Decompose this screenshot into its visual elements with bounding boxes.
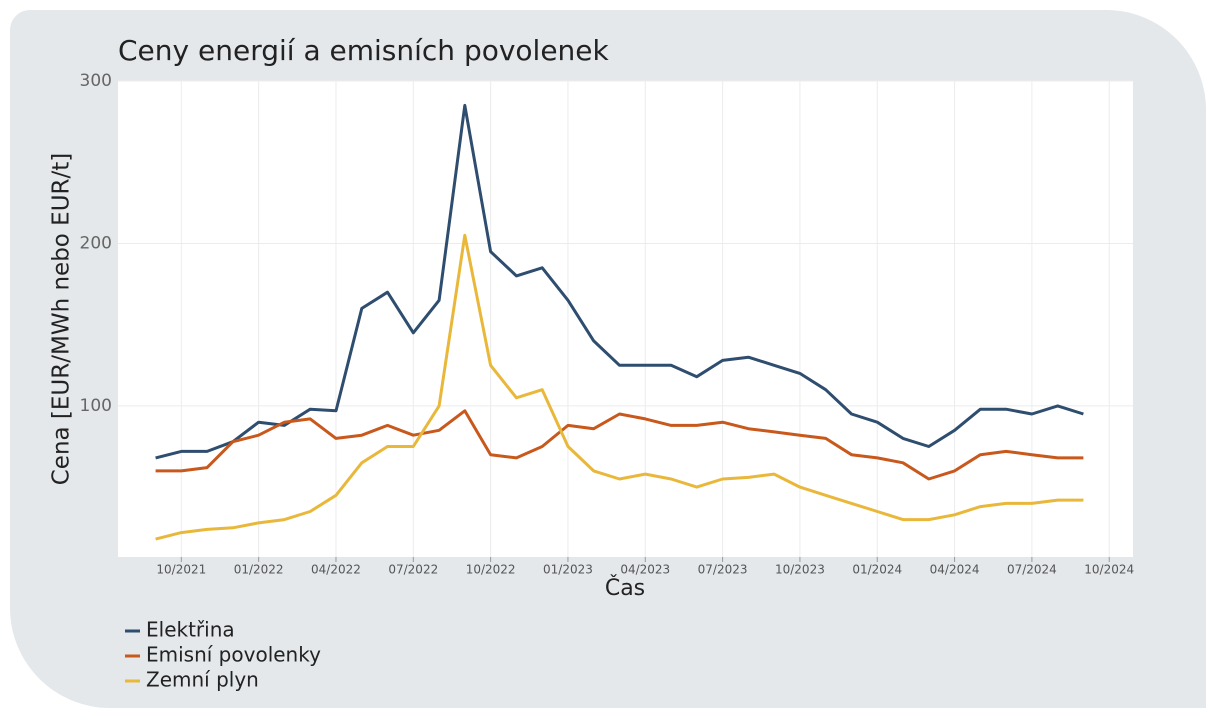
x-axis-label: Čas [605,575,645,601]
y-tick-label: 300 [80,71,112,91]
x-tick-label: 07/2023 [698,563,748,577]
x-tick-label: 04/2023 [620,563,670,577]
x-tick-label: 10/2021 [156,563,206,577]
x-tick-label: 07/2024 [1007,563,1057,577]
x-tick-label: 01/2022 [234,563,284,577]
legend-label: Zemní plyn [146,668,259,692]
legend-label: Emisní povolenky [146,643,321,667]
x-tick-label: 07/2022 [388,563,438,577]
x-tick-label: 04/2024 [930,563,980,577]
legend-label: Elektřina [146,618,235,642]
x-tick-label: 04/2022 [311,563,361,577]
x-tick-label: 10/2023 [775,563,825,577]
y-tick-label: 200 [80,233,112,253]
y-axis-label: Cena [EUR/MWh nebo EUR/t] [49,153,75,486]
x-tick-label: 01/2024 [852,563,902,577]
y-tick-label: 100 [80,396,112,416]
plot-area [118,81,1133,557]
series-line [155,103,1084,460]
x-tick-label: 10/2022 [466,563,516,577]
x-tick-label: 10/2024 [1084,563,1134,577]
chart-title: Ceny energií a emisních povolenek [118,34,610,67]
x-tick-label: 01/2023 [543,563,593,577]
series-line [155,233,1084,541]
series-line [155,409,1084,481]
